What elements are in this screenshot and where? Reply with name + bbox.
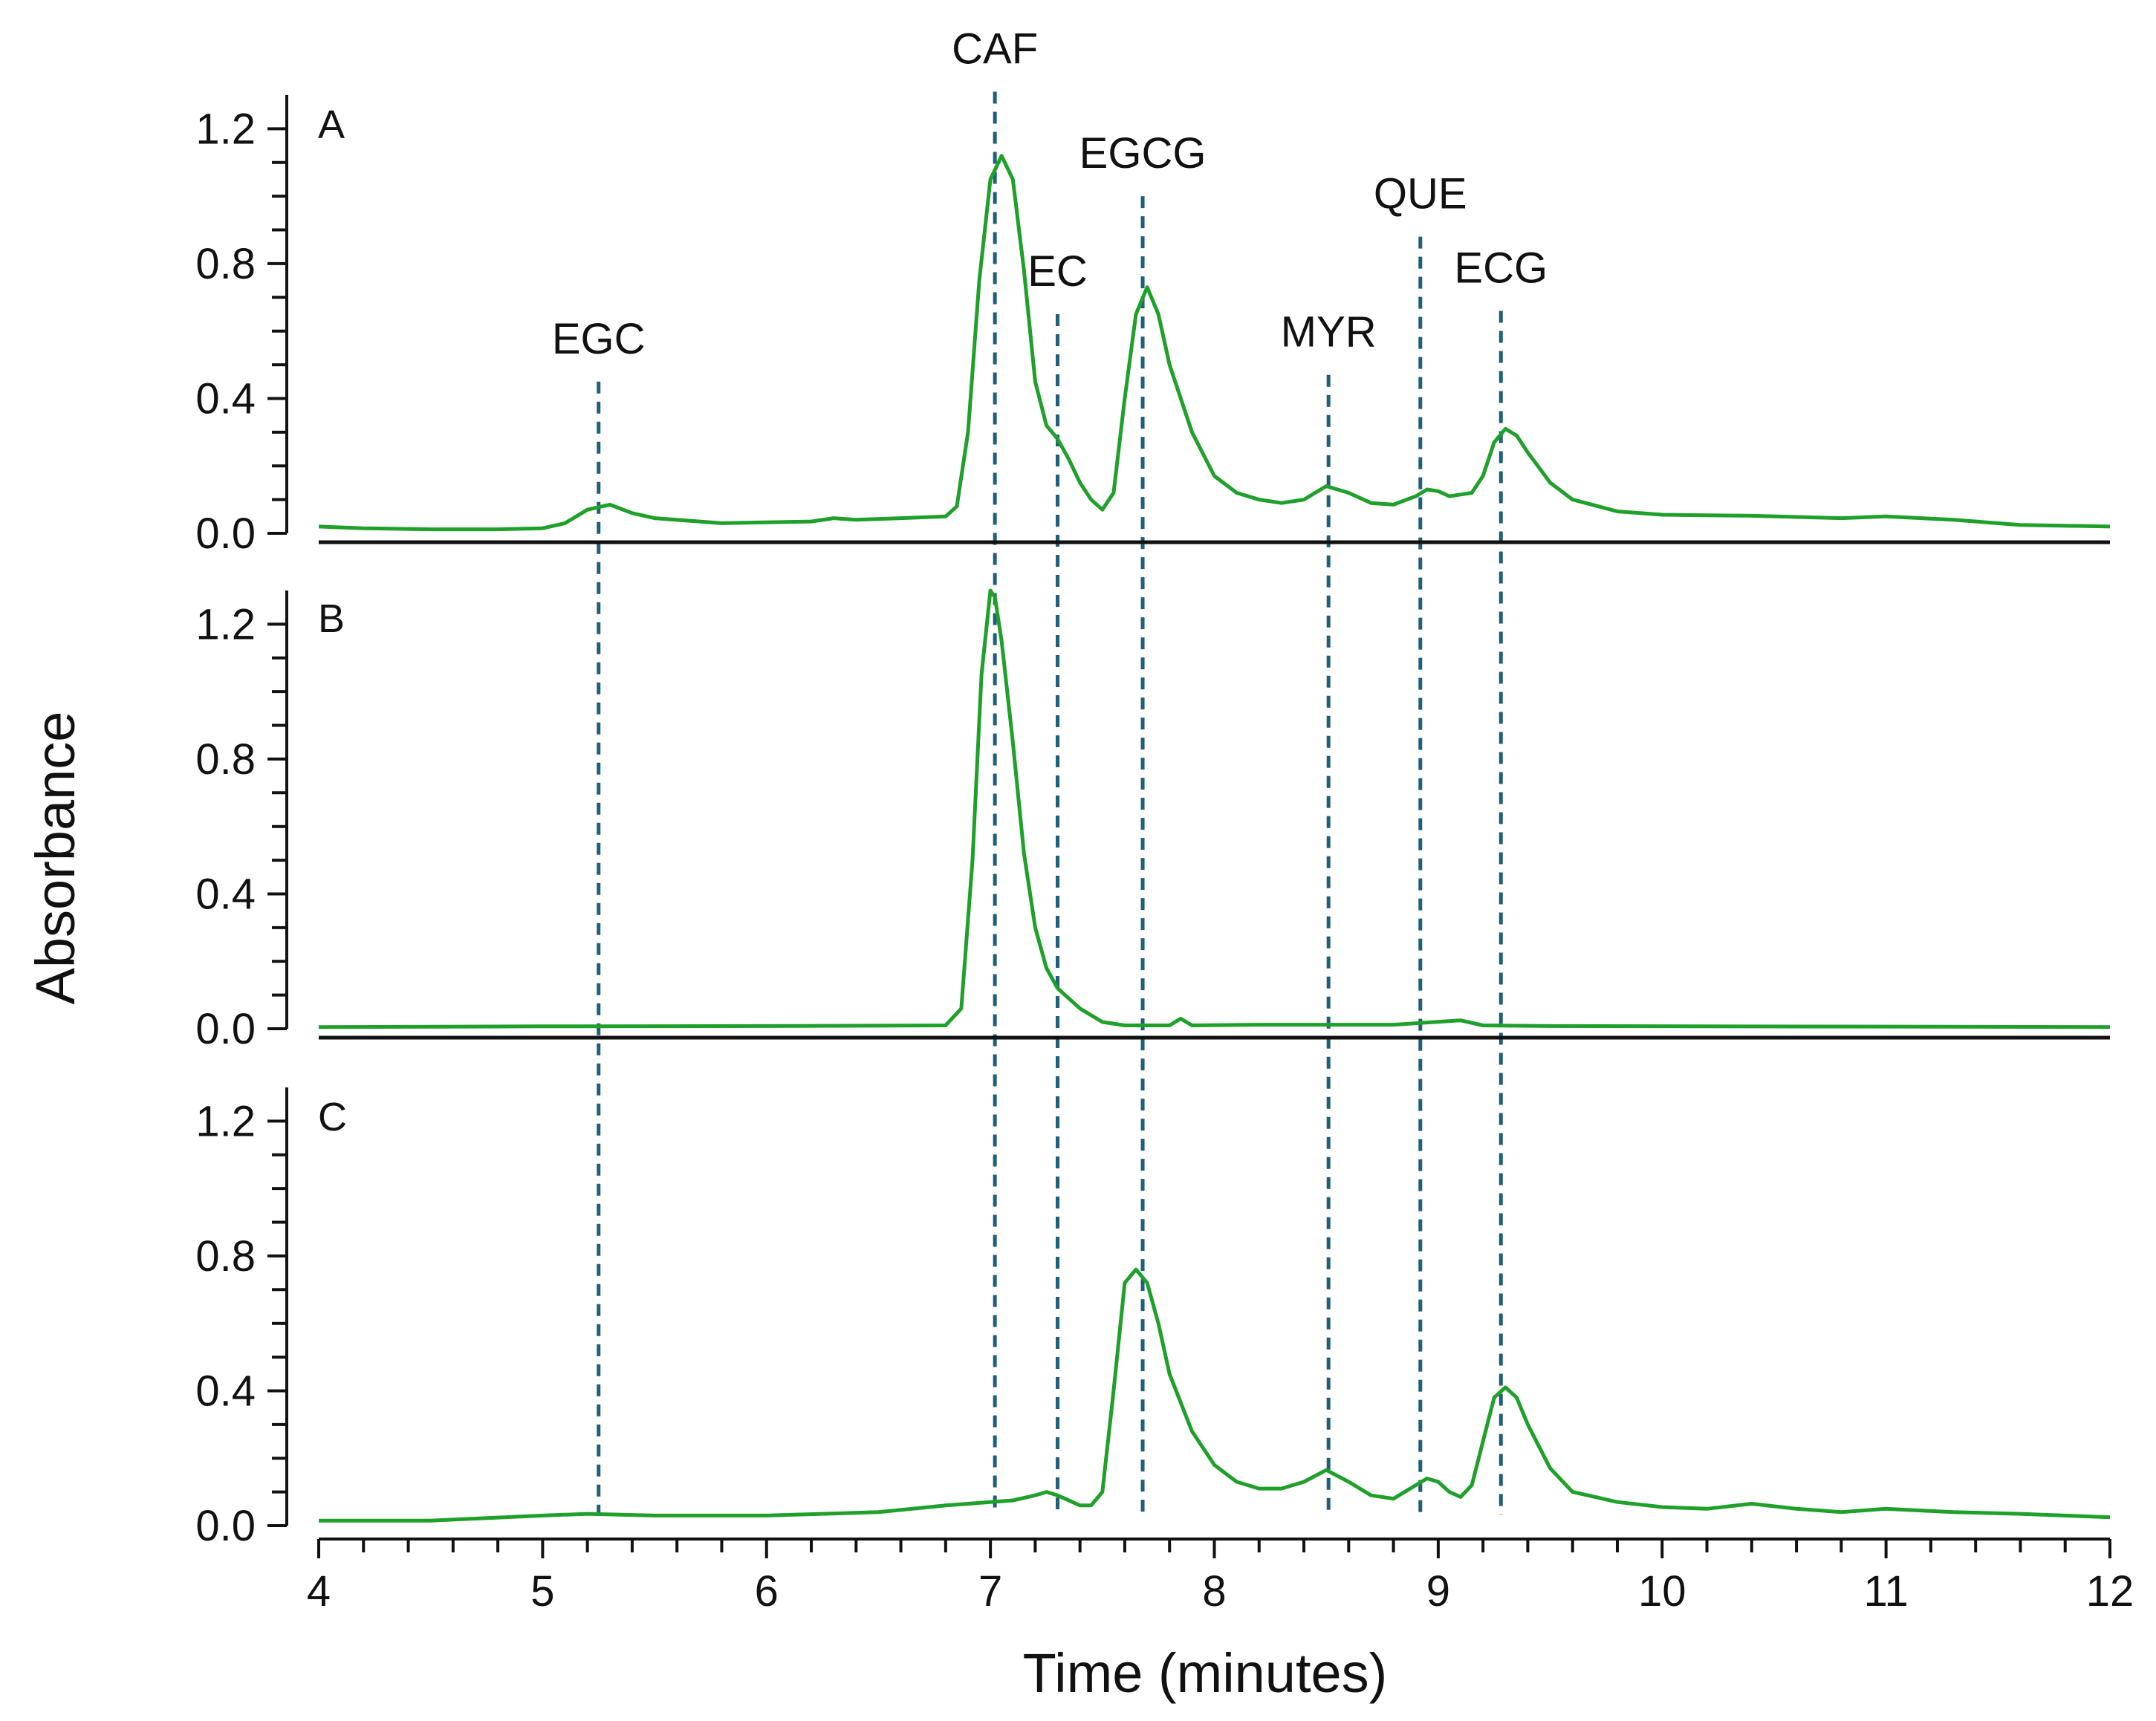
series-c-trace	[319, 1267, 2111, 1523]
panel-label-c: C	[318, 1095, 347, 1139]
y-tick-label: 0.8	[195, 240, 256, 288]
x-tick-label: 11	[1864, 1567, 1909, 1616]
y-tick-label: 0.0	[195, 1005, 256, 1053]
y-tick-label: 1.2	[195, 600, 256, 648]
peak-label-egc: EGC	[552, 315, 646, 363]
series-traces	[318, 154, 2111, 1523]
x-tick-label: 6	[755, 1567, 779, 1616]
x-tick-label: 10	[1638, 1567, 1686, 1616]
x-tick-label: 5	[530, 1567, 554, 1616]
peak-label-que: QUE	[1374, 170, 1467, 218]
y-tick-label: 0.4	[195, 374, 256, 423]
y-tick-label: 0.8	[195, 1232, 256, 1281]
axes	[267, 95, 2111, 1558]
series-b-trace	[318, 588, 2111, 1029]
panel-label-a: A	[318, 103, 345, 147]
y-tick-label: 0.4	[195, 1367, 256, 1415]
y-axis-title: Absorbance	[25, 712, 86, 1005]
peak-label-myr: MYR	[1281, 308, 1377, 357]
y-tick-label: 0.8	[195, 735, 256, 784]
peak-label-ec: EC	[1027, 247, 1088, 296]
y-tick-label: 1.2	[195, 105, 256, 153]
panel-label-b: B	[318, 596, 345, 641]
reference-lines	[597, 91, 1503, 1515]
series-a-trace	[318, 154, 2111, 532]
peak-label-caf: CAF	[952, 25, 1038, 73]
labels: EGC CAF EC EGCG MYR QUE ECG A B C 0.0 0.4 0.8 1.2 0.0 0…	[195, 25, 2134, 1616]
x-axis-title: Time (minutes)	[1023, 1642, 1388, 1704]
peak-label-ecg: ECG	[1454, 244, 1548, 292]
y-tick-label: 1.2	[195, 1097, 256, 1145]
x-tick-label: 7	[978, 1567, 1002, 1616]
x-tick-label: 12	[2086, 1567, 2134, 1616]
x-tick-label: 9	[1426, 1567, 1450, 1616]
peak-label-egcg: EGCG	[1079, 129, 1207, 178]
x-tick-label: 8	[1202, 1567, 1226, 1616]
y-tick-label: 0.4	[195, 870, 256, 918]
y-tick-label: 0.0	[195, 1502, 256, 1550]
x-tick-label: 4	[307, 1567, 331, 1616]
y-tick-label: 0.0	[195, 510, 256, 558]
